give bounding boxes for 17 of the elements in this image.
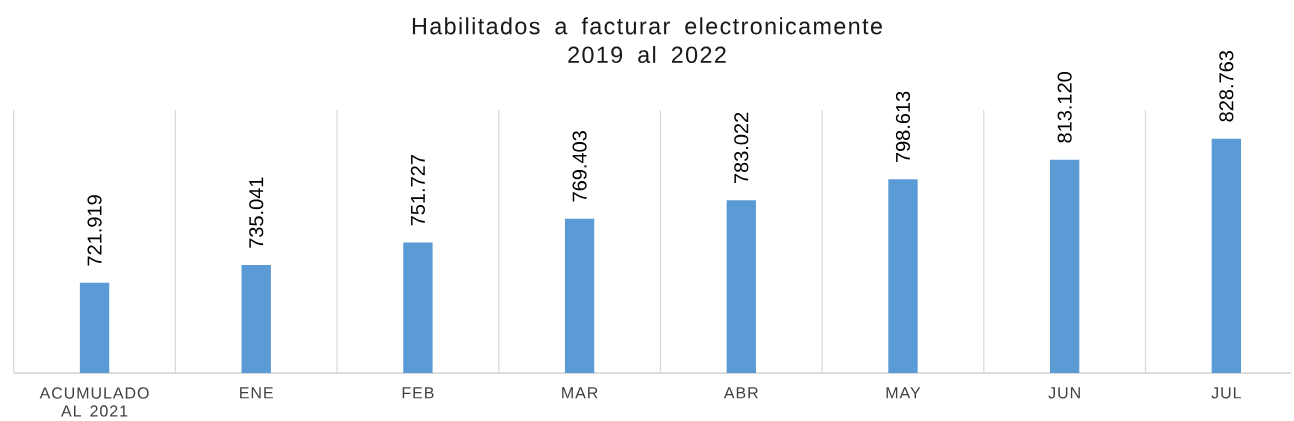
- data-label: 798.613: [895, 91, 911, 163]
- data-label: 783.022: [734, 112, 749, 184]
- x-tick-label: ABR: [723, 387, 758, 399]
- x-tick-label: ENE: [240, 387, 273, 399]
- x-tick-label: JUN: [1048, 387, 1080, 399]
- data-label: 828.763: [1219, 50, 1234, 122]
- data-label: 751.727: [410, 155, 425, 226]
- data-label: 813.120: [1057, 72, 1072, 143]
- x-tick-label: ACUMULADO AL 2021: [39, 387, 149, 417]
- data-label: 735.041: [249, 177, 264, 248]
- data-label: 769.403: [572, 131, 587, 202]
- chart-title: Habilitados a facturar electronicamente 2019 al 2022: [412, 17, 882, 64]
- x-tick-label: MAR: [562, 387, 598, 399]
- x-tick-label: FEB: [402, 387, 434, 399]
- data-label: 721.919: [87, 195, 102, 266]
- x-tick-label: MAY: [886, 387, 921, 399]
- x-tick-label: JUL: [1211, 387, 1241, 399]
